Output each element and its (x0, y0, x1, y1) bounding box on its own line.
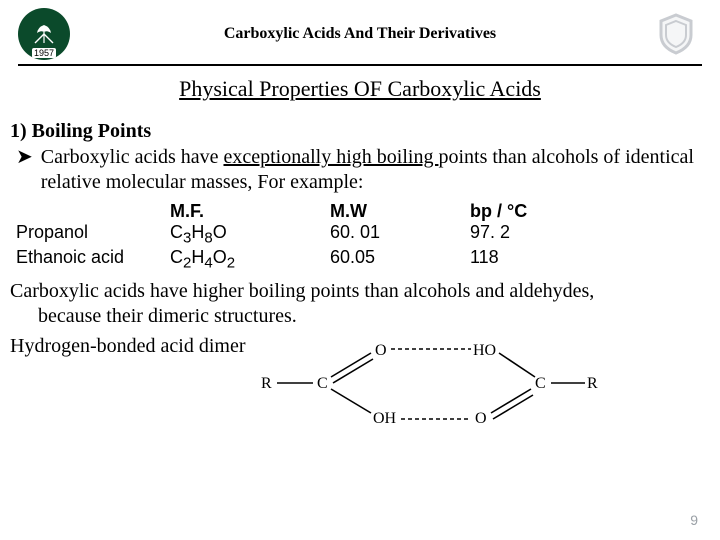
topic-heading: 1) Boiling Points (10, 120, 710, 143)
atom-r: R (587, 375, 598, 392)
content: 1) Boiling Points ➤ Carboxylic acids hav… (0, 120, 720, 433)
table-header-row: M.F. M.W bp / °C (10, 201, 710, 222)
dimer-row: Hydrogen-bonded acid dimer R C O OH HO O (10, 333, 710, 433)
cell-mw: 60. 01 (330, 222, 470, 247)
table-row: Propanol C3H8O 60. 01 97. 2 (10, 222, 710, 247)
cell-mw: 60.05 (330, 247, 470, 272)
atom-r: R (261, 375, 272, 392)
page-header-title: Carboxylic Acids And Their Derivatives (82, 25, 638, 43)
th-mf: M.F. (170, 201, 330, 222)
dimer-label: Hydrogen-bonded acid dimer (10, 333, 245, 358)
header-divider (18, 64, 702, 66)
shield-icon (653, 11, 699, 57)
cell-mf: C2H4O2 (170, 247, 330, 272)
bullet-pre: Carboxylic acids have (41, 146, 224, 168)
atom-o: O (475, 410, 487, 427)
cell-bp: 118 (470, 247, 610, 272)
atom-c: C (535, 375, 546, 392)
cell-bp: 97. 2 (470, 222, 610, 247)
atom-ho: HO (473, 342, 496, 359)
atom-o: O (375, 342, 387, 359)
explanation-para: Carboxylic acids have higher boiling poi… (10, 279, 710, 329)
atom-c: C (317, 375, 328, 392)
shield-logo (650, 8, 702, 60)
header: 1957 Carboxylic Acids And Their Derivati… (0, 0, 720, 64)
cell-mf: C3H8O (170, 222, 330, 247)
bullet-underline: exceptionally high boiling (223, 146, 438, 168)
section-title: Physical Properties OF Carboxylic Acids (0, 76, 720, 102)
logo-year: 1957 (32, 48, 56, 58)
bullet-row: ➤ Carboxylic acids have exceptionally hi… (10, 145, 710, 195)
cell-compound: Propanol (10, 222, 170, 247)
university-emblem: 1957 (18, 8, 70, 60)
bullet-text: Carboxylic acids have exceptionally high… (41, 145, 710, 195)
cell-compound: Ethanoic acid (10, 247, 170, 272)
th-compound (10, 201, 170, 222)
palm-swords-icon (29, 23, 59, 45)
dimer-structure-diagram: R C O OH HO O C (253, 333, 603, 433)
page-number: 9 (690, 512, 698, 528)
th-mw: M.W (330, 201, 470, 222)
atom-oh: OH (373, 410, 397, 427)
para-line2: because their dimeric structures. (10, 304, 297, 329)
th-bp: bp / °C (470, 201, 610, 222)
table-row: Ethanoic acid C2H4O2 60.05 118 (10, 247, 710, 272)
bullet-glyph-icon: ➤ (16, 145, 33, 195)
para-line1: Carboxylic acids have higher boiling poi… (10, 280, 594, 302)
mf-table: M.F. M.W bp / °C Propanol C3H8O 60. 01 9… (10, 201, 710, 271)
